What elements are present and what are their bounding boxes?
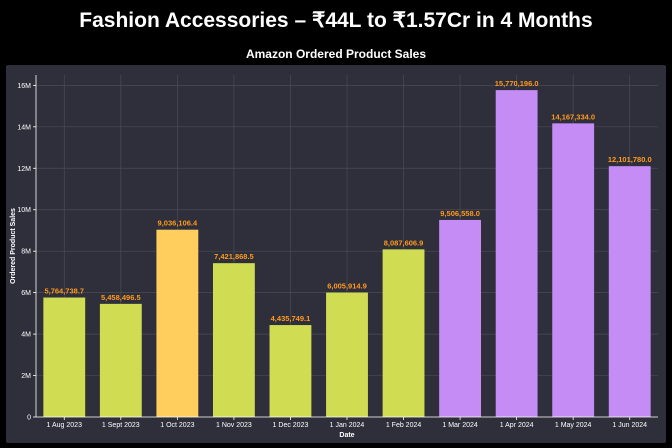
bar-value-label: 9,036,106.4	[158, 219, 198, 228]
bar-value-label: 8,087,606.9	[384, 238, 424, 247]
y-tick-label: 2M	[21, 373, 31, 380]
y-tick-label: 8M	[21, 249, 31, 256]
x-tick-label: 1 Jun 2024	[612, 422, 647, 429]
x-tick-label: 1 Mar 2024	[442, 422, 478, 429]
bar-value-label: 14,167,334.0	[551, 112, 595, 121]
bar-value-label: 5,764,738.7	[44, 287, 84, 296]
y-tick-label: 0	[27, 415, 31, 422]
bar	[552, 123, 595, 418]
bar-value-label: 5,458,496.5	[101, 293, 141, 302]
x-tick-label: 1 Nov 2023	[216, 422, 252, 429]
bar	[99, 303, 142, 417]
bar	[495, 90, 538, 418]
axes: 0 2M 4M 6M 8M 10M 12M 14M 16M 1 Aug 2023 1 Sept 20…	[17, 75, 658, 429]
x-tick-label: 1 Jan 2024	[330, 422, 365, 429]
x-tick-label: 1 Feb 2024	[386, 422, 422, 429]
y-axis-title: Ordered Product Sales	[10, 208, 17, 284]
y-tick-label: 12M	[17, 166, 31, 173]
y-tick-label: 4M	[21, 332, 31, 339]
x-tick-label: 1 Sept 2023	[102, 422, 140, 429]
bar	[43, 297, 86, 417]
page-title: Fashion Accessories – ₹44L to ₹1.57Cr in…	[79, 9, 593, 32]
x-axis-title: Date	[339, 432, 354, 439]
x-tick-label: 1 Dec 2023	[273, 422, 309, 429]
x-tick-label: 1 Oct 2023	[160, 422, 194, 429]
bar-value-label: 12,101,780.0	[608, 155, 652, 164]
x-tick-label: 1 Apr 2024	[500, 422, 534, 429]
y-tick-label: 6M	[21, 290, 31, 297]
bar	[212, 263, 255, 417]
y-tick-label: 14M	[17, 124, 31, 131]
bar	[382, 249, 425, 417]
bar-value-label: 7,421,868.5	[214, 252, 254, 261]
bar	[269, 325, 312, 417]
bars	[43, 90, 651, 418]
bar-chart: 5,764,738.7 5,458,496.5 9,036,106.4 7,421,8…	[6, 65, 666, 443]
bar	[156, 229, 199, 417]
y-tick-label: 10M	[17, 207, 31, 214]
bar-value-label: 9,506,558.0	[440, 209, 480, 218]
bar	[439, 219, 482, 417]
data-labels: 5,764,738.7 5,458,496.5 9,036,106.4 7,421,8…	[44, 79, 651, 323]
chart-title: Amazon Ordered Product Sales	[245, 47, 427, 61]
bar-value-label: 6,005,914.9	[327, 282, 367, 291]
bar-value-label: 4,435,749.1	[271, 314, 311, 323]
bar	[326, 292, 368, 417]
bar-value-label: 15,770,196.0	[495, 79, 539, 88]
bar	[608, 166, 651, 417]
y-tick-label: 16M	[17, 83, 31, 90]
x-tick-label: 1 May 2024	[555, 422, 592, 429]
x-tick-label: 1 Aug 2023	[47, 422, 83, 429]
